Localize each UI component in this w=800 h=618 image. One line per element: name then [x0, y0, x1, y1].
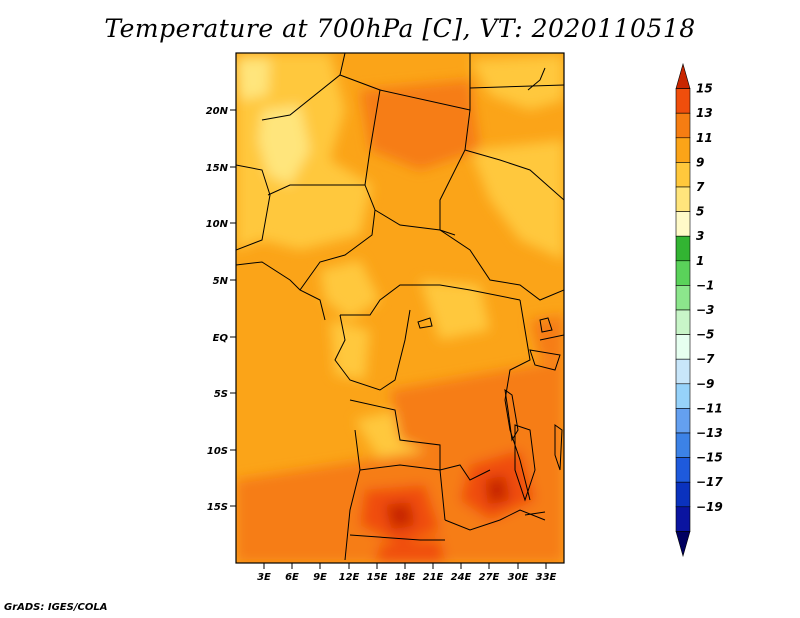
colorbar-segment	[675, 260, 691, 286]
colorbar-label: 11	[696, 131, 713, 145]
colorbar-label: −5	[696, 328, 714, 342]
colorbar-segment	[675, 481, 691, 508]
lat-tick-label: EQ	[213, 333, 229, 344]
colorbar-segment	[675, 112, 691, 139]
colorbar-segment	[675, 383, 691, 409]
colorbar-segment	[675, 137, 691, 163]
lon-tick-label: 24E	[451, 572, 472, 583]
colorbar-label: 3	[696, 229, 704, 243]
colorbar-segment	[675, 457, 691, 483]
colorbar-legend: 15 13 11 9 7 5 3 1 −1 −3 −5 −7 −9 −11 −13 −15 −17 −19	[675, 62, 723, 558]
colorbar-label: 1	[696, 254, 704, 268]
lat-tick-label: 10S	[207, 446, 228, 457]
colorbar-label: 7	[696, 180, 705, 194]
lat-tick-label: 20N	[206, 106, 229, 117]
colorbar-segment	[675, 235, 691, 262]
lat-tick-label: 15S	[207, 502, 228, 513]
longitude-axis: 3E 6E 9E 12E 15E 18E 21E 24E 27E 30E 33E	[257, 563, 557, 583]
lon-tick-label: 6E	[285, 572, 299, 583]
lon-tick-label: 9E	[313, 572, 327, 583]
colorbar-label: 9	[696, 155, 704, 169]
colorbar-segment	[675, 334, 691, 360]
colorbar-segment	[675, 531, 691, 558]
colorbar-segment	[675, 506, 691, 532]
lat-tick-label: 15N	[206, 163, 229, 174]
lon-tick-label: 15E	[367, 572, 388, 583]
colorbar-label: −3	[696, 303, 714, 317]
colorbar-segment	[675, 358, 691, 385]
colorbar-label: −9	[696, 377, 714, 391]
colorbar-label: −11	[696, 401, 723, 415]
colorbar-label: −1	[696, 278, 714, 292]
colorbar-label: 5	[696, 205, 704, 219]
lon-tick-label: 21E	[423, 572, 444, 583]
lon-tick-label: 27E	[479, 572, 500, 583]
colorbar-label: −17	[696, 475, 723, 489]
software-credit: GrADS: IGES/COLA	[4, 602, 108, 613]
colorbar-segment	[675, 285, 691, 311]
colorbar-segment	[675, 211, 691, 237]
lon-tick-label: 33E	[536, 572, 557, 583]
lon-tick-label: 12E	[339, 572, 360, 583]
colorbar-label: −15	[696, 451, 723, 465]
colorbar-label: −13	[696, 426, 723, 440]
latitude-axis: 20N 15N 10N 5N EQ 5S 10S 15S	[206, 106, 236, 513]
lat-tick-label: 5N	[213, 276, 229, 287]
colorbar-label: 15	[696, 82, 713, 96]
colorbar-segment	[675, 186, 691, 212]
lon-tick-label: 18E	[395, 572, 416, 583]
colorbar-segment	[675, 309, 691, 335]
colorbar-segment	[675, 432, 691, 458]
colorbar-segment	[675, 162, 691, 188]
colorbar-label: −19	[696, 500, 723, 514]
map-frame	[235, 52, 565, 564]
lon-tick-label: 30E	[508, 572, 529, 583]
map-title: Temperature at 700hPa [C], VT: 202011051…	[104, 14, 696, 43]
lat-tick-label: 5S	[214, 389, 228, 400]
colorbar-segment	[675, 88, 691, 114]
colorbar-label: −7	[696, 352, 715, 366]
temperature-field	[236, 53, 564, 563]
lat-tick-label: 10N	[206, 219, 229, 230]
country-borders	[236, 53, 564, 561]
colorbar-segment	[675, 62, 691, 89]
colorbar-label: 13	[696, 106, 713, 120]
lon-tick-label: 3E	[257, 572, 271, 583]
colorbar-segment	[675, 408, 691, 434]
